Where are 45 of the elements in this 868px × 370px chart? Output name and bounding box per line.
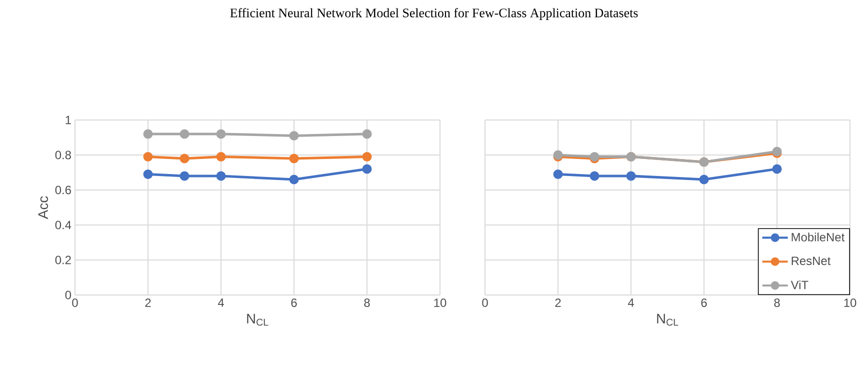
point: [362, 129, 372, 139]
point: [216, 129, 226, 139]
x-tick-label: 10: [434, 298, 446, 307]
point: [180, 154, 190, 164]
x-tick-label: 8: [364, 298, 370, 307]
point: [289, 154, 299, 164]
point: [699, 174, 709, 184]
point: [216, 152, 226, 162]
x-tick-label: 0: [482, 298, 488, 307]
point: [362, 152, 372, 162]
x-tick-label: 2: [145, 298, 151, 307]
point: [143, 152, 153, 162]
y-tick-label: 0: [65, 290, 72, 300]
x-tick-label: 2: [555, 298, 561, 307]
point: [143, 129, 153, 139]
point: [772, 164, 782, 174]
point: [180, 171, 190, 181]
y-tick-label: 0.8: [55, 150, 71, 160]
legend-label: ResNet: [792, 256, 831, 266]
x-tick-label: 0: [72, 298, 78, 307]
point: [216, 171, 226, 181]
x-tick-label: 4: [628, 298, 634, 307]
x-tick-label: 6: [701, 298, 707, 307]
chart-title: Efficient Neural Network Model Selection for Few-Class Application Datasets: [230, 8, 638, 20]
point: [553, 169, 563, 179]
y-tick-label: 0.2: [55, 256, 71, 264]
point: [143, 169, 153, 179]
point: [362, 164, 372, 174]
x-tick-label: 4: [218, 298, 224, 307]
legend-label: ViT: [790, 280, 808, 290]
y-tick-label: 0.4: [55, 220, 72, 230]
legend-label: MobileNet: [792, 232, 845, 242]
point: [289, 174, 299, 184]
y-tick-label: 0.6: [55, 186, 71, 194]
x-axis-title: N$_{CL}$: [657, 314, 678, 326]
point: [626, 171, 636, 181]
y-tick-label: 1: [66, 116, 71, 124]
y-axis-title: Acc: [38, 196, 48, 220]
x-tick-label: 10: [844, 298, 856, 307]
x-axis-title: N$_{CL}$: [247, 314, 268, 326]
point: [180, 129, 190, 139]
point: [590, 171, 600, 181]
x-tick-label: 6: [291, 298, 297, 307]
point: [289, 130, 299, 140]
x-tick-label: 8: [774, 298, 780, 307]
